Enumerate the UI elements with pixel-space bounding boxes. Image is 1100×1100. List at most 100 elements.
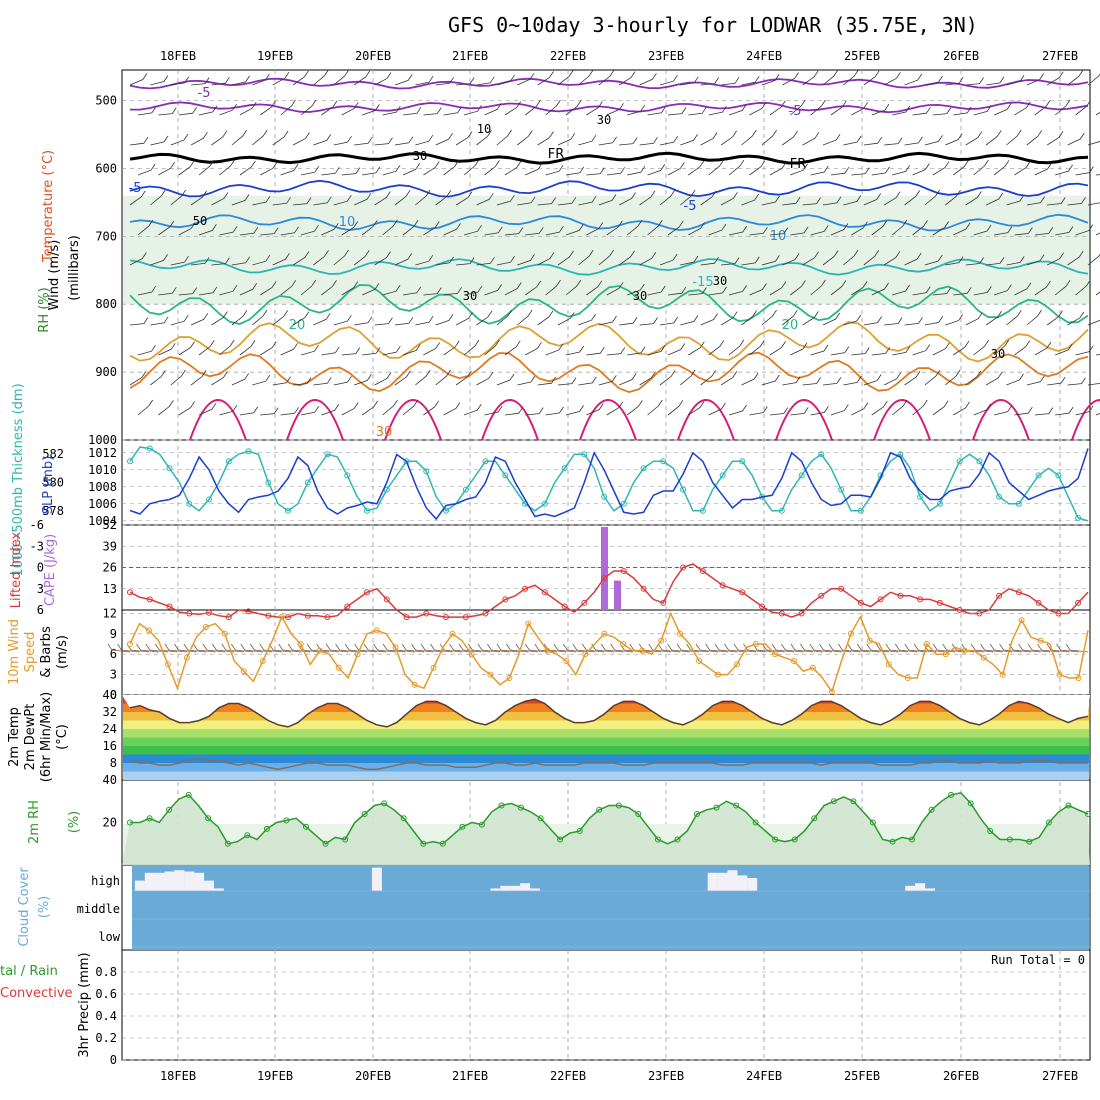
wind-barb (598, 136, 617, 146)
wind-barb (476, 130, 492, 146)
rh2m-point (1045, 819, 1052, 826)
wind-barb (423, 161, 440, 176)
wind-barb (1026, 375, 1045, 386)
wind-barb (822, 133, 841, 146)
wind-barb (150, 316, 169, 326)
wind-barb (884, 137, 903, 146)
wind-barb (1095, 111, 1100, 116)
ytick-upper: 500 (95, 94, 117, 108)
thickness-point (719, 472, 726, 479)
wind-speed-point (221, 630, 228, 637)
ylabel-wind-sfc: & Barbs (39, 626, 54, 678)
wind-barb (871, 220, 888, 236)
wind-barb (700, 370, 717, 386)
high-cloud-bar (529, 888, 540, 891)
thickness-point (502, 472, 509, 479)
date-label: 20FEB (355, 49, 391, 63)
wind-barb (456, 77, 475, 86)
surface-wind-barb (819, 643, 842, 653)
lifted-index-point (1015, 589, 1022, 596)
wind-barb (504, 161, 522, 176)
wind-barb (986, 257, 1005, 266)
wind-barb (1014, 406, 1033, 416)
wind-barb (871, 103, 890, 116)
cloud-fill (132, 865, 1089, 950)
wind-barb (761, 255, 780, 266)
wind-barb (985, 192, 1004, 206)
wind-barb (463, 224, 482, 236)
wind-barb (382, 219, 398, 236)
wind-barb (728, 104, 747, 116)
lifted-index-point (166, 603, 173, 610)
wind-barb (680, 369, 696, 386)
rh2m-point (830, 798, 837, 805)
rh2m-point (303, 823, 309, 830)
surface-wind-barb (382, 643, 406, 653)
date-label: 26FEB (943, 49, 979, 63)
date-label: 24FEB (746, 49, 782, 63)
surface-wind-barb (477, 643, 500, 653)
wind-barb (863, 70, 880, 86)
wind-barb (239, 160, 256, 176)
wind-speed-point (240, 668, 247, 675)
wind-barb (219, 159, 235, 176)
wind-barb (353, 250, 370, 266)
ytick-thickness: 578 (42, 504, 64, 518)
wind-speed-point (582, 651, 589, 658)
wind-barb (545, 406, 564, 416)
surface-wind-barb (164, 643, 187, 653)
wind-barb (965, 257, 984, 266)
temp-band (123, 729, 1089, 738)
wind-barb (843, 195, 862, 206)
wind-barb (741, 129, 757, 146)
lifted-index-point (897, 592, 904, 599)
wind-speed-point (354, 651, 361, 658)
rh2m-point (576, 828, 583, 834)
wind-barb (455, 370, 472, 386)
wind-barb (252, 129, 268, 146)
wind-speed-point (202, 624, 209, 630)
wind-barb (790, 280, 806, 296)
ylabel-rh2m: (%) (67, 811, 82, 834)
surface-wind-barb (335, 643, 358, 653)
wind-barb (619, 192, 636, 206)
wind-barb (455, 131, 473, 146)
ytick-upper: 600 (95, 161, 117, 175)
wind-barb (1087, 202, 1100, 206)
wind-barb (361, 220, 378, 236)
wind-barb (965, 131, 983, 146)
wind-speed-point (392, 644, 399, 651)
lifted-index-point (443, 614, 449, 621)
wind-barb (904, 317, 923, 326)
rh-contour-label: 50 (193, 214, 207, 228)
date-label: 27FEB (1042, 49, 1078, 63)
surface-wind-barb (961, 643, 984, 653)
wind-barb (729, 225, 748, 236)
isotherm-line (129, 258, 1089, 276)
wind-barb (545, 279, 561, 296)
wind-barb (484, 103, 502, 116)
surface-wind-barb (1046, 643, 1070, 653)
wind-barb (129, 190, 146, 206)
wind-barb (830, 100, 847, 116)
wind-barb (341, 281, 359, 296)
wind-speed-point (127, 641, 133, 647)
wind-barb (782, 72, 799, 86)
rh2m-point (987, 828, 994, 834)
wind-barb (598, 315, 617, 326)
wind-barb (129, 136, 149, 146)
wind-barb (884, 72, 901, 86)
wind-barb (586, 222, 604, 236)
wind-barb (415, 254, 434, 266)
surface-wind-barb (430, 643, 453, 653)
surface-wind-barb (989, 643, 1013, 653)
wind-barb (647, 164, 666, 176)
wind-barb (321, 404, 340, 416)
ylabel-wind-sfc: (m/s) (55, 635, 70, 669)
wind-barb (586, 280, 603, 296)
rh2m-point (596, 806, 603, 813)
wind-barb (231, 310, 248, 326)
wind-barb (150, 254, 168, 266)
surface-wind-barb (657, 643, 681, 653)
